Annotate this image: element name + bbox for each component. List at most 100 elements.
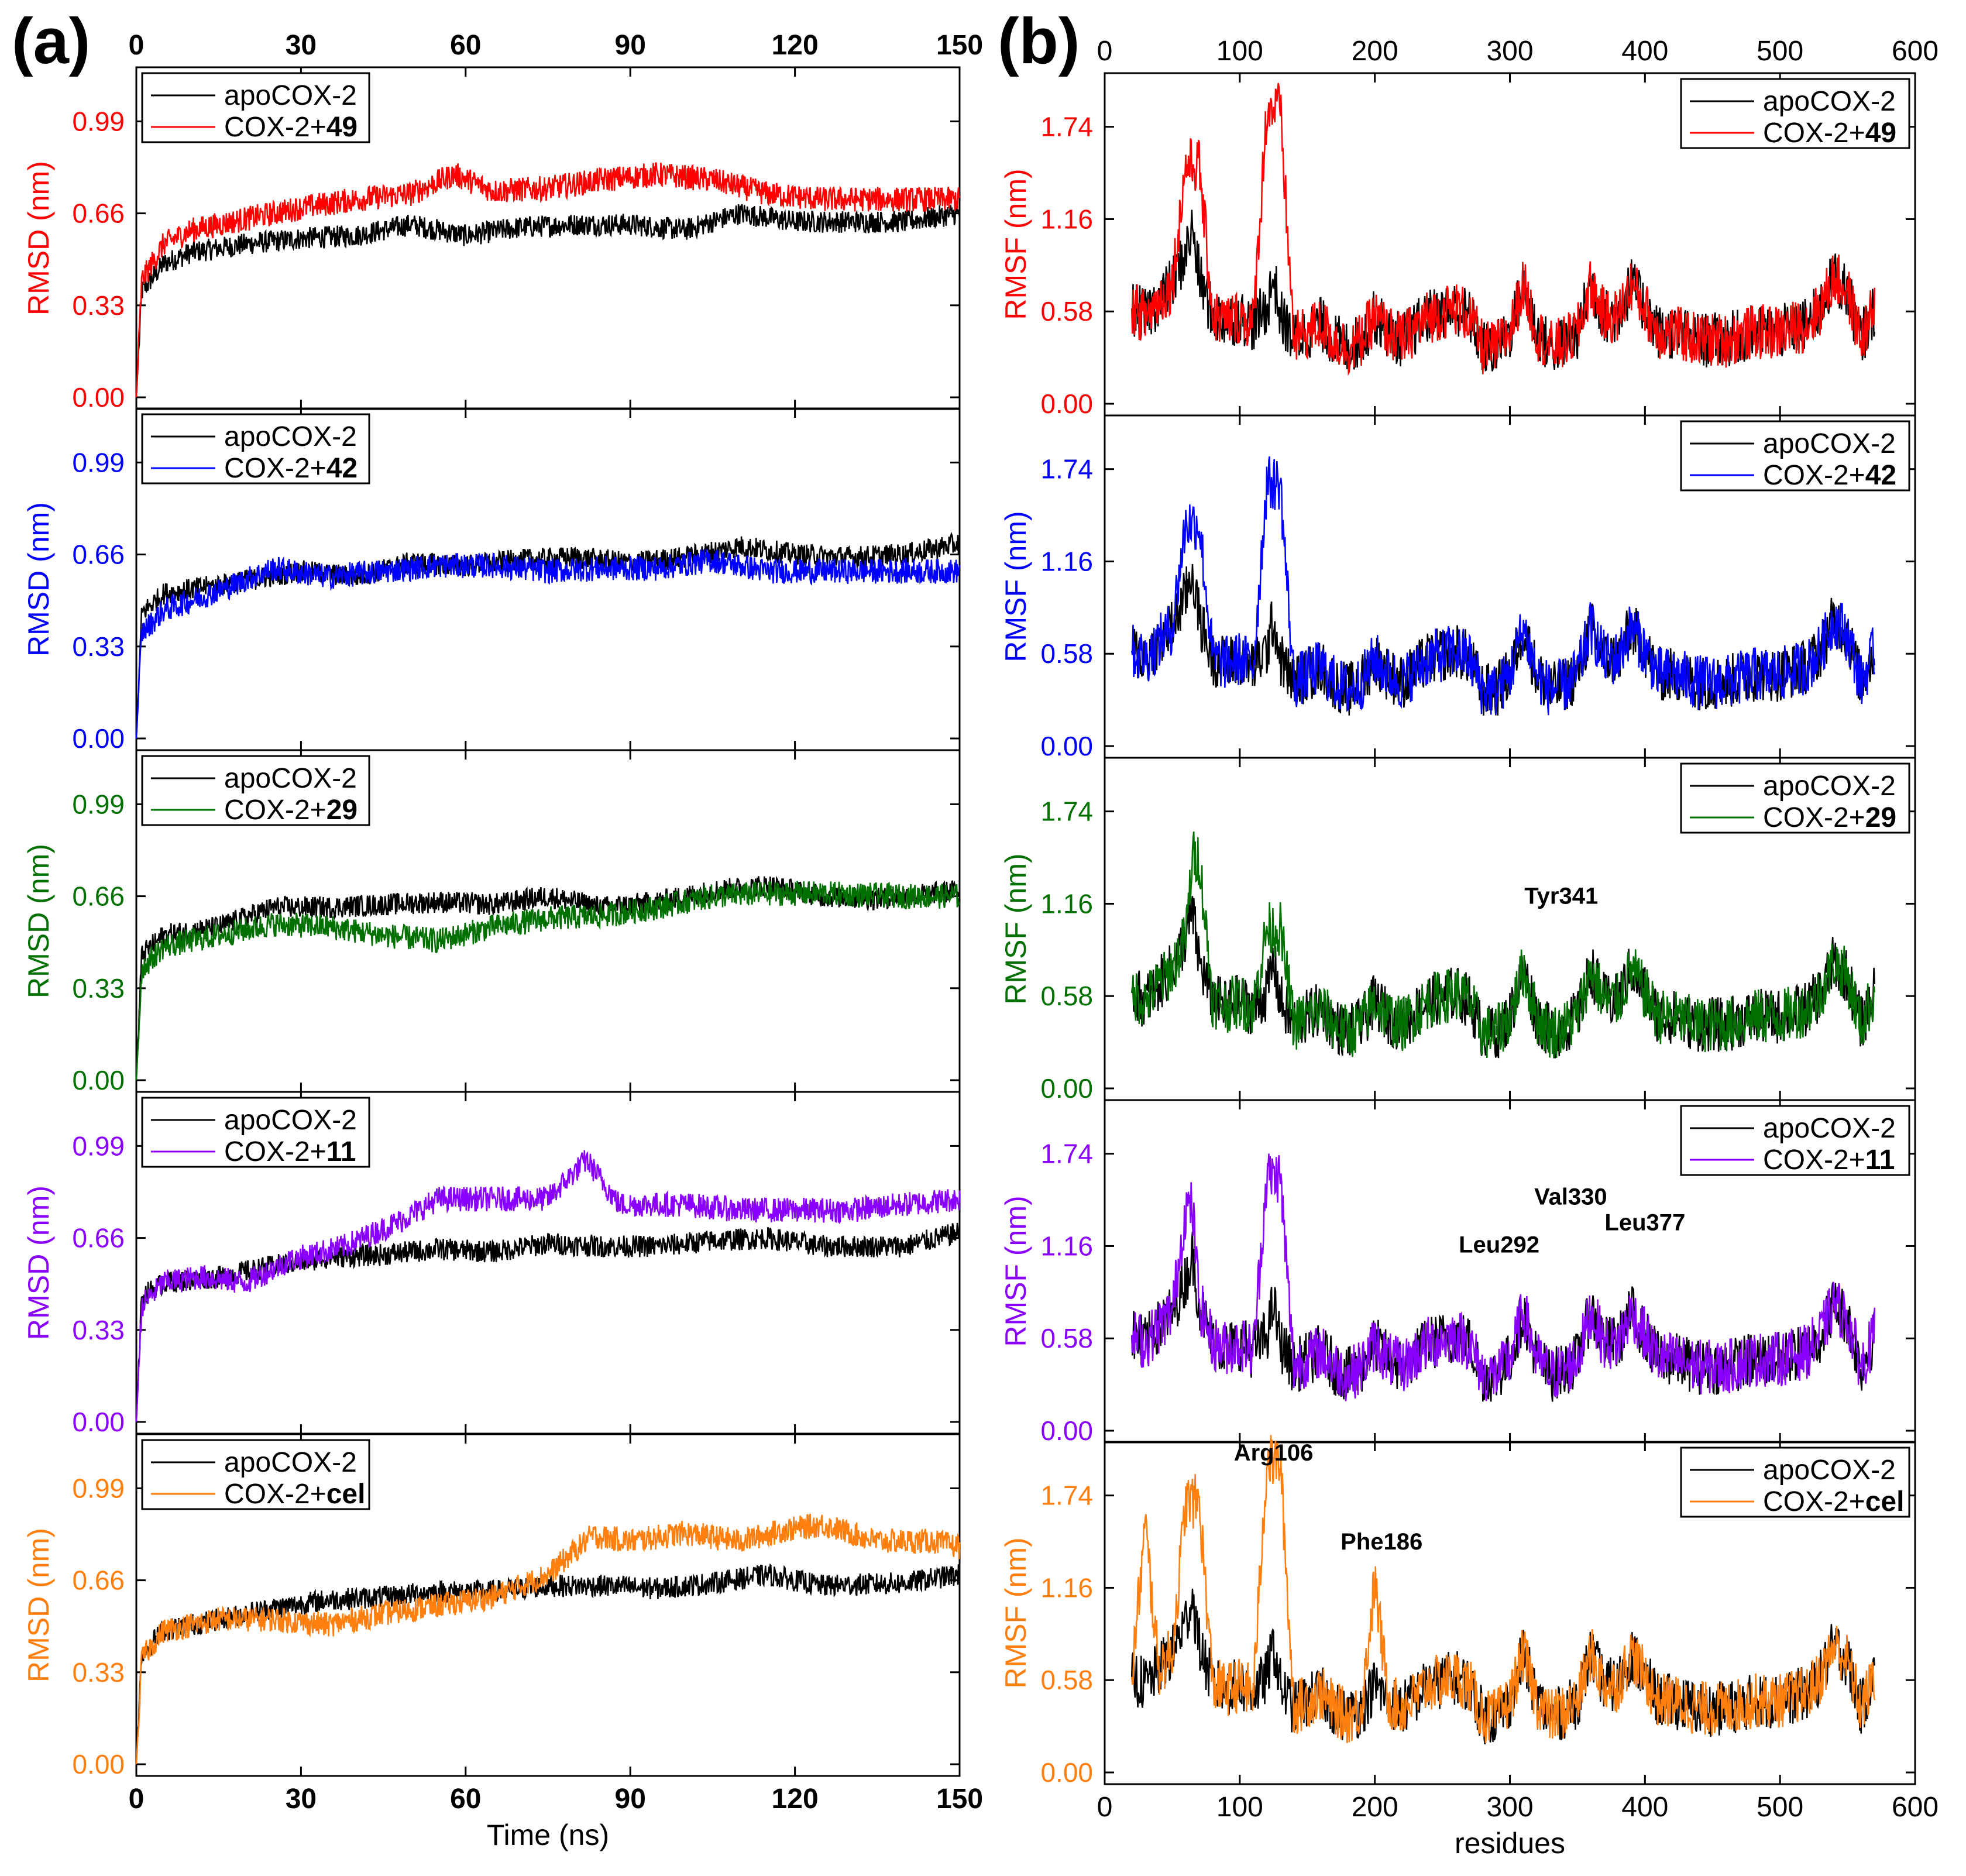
y-axis-label: RMSD (nm): [22, 1186, 55, 1340]
rmsf-subplot-42: 0.00 0.58 1.16 1.74 RMSF (nm) apoCOX-2COX-2+4…: [999, 414, 1916, 761]
rmsd-top-x-tick-label: 90: [615, 30, 646, 61]
rmsf-bottom-x-tick-label: 300: [1486, 1792, 1533, 1823]
rmsd-subplot-49: 0.00 0.33 0.66 0.99 RMSD (nm) apoCOX-2COX-2+4…: [22, 66, 961, 413]
legend-label-ligand: COX-2+11: [224, 1136, 356, 1167]
y-tick-label: 0.33: [72, 631, 125, 662]
y-tick-label: 1.16: [1040, 1231, 1093, 1261]
y-tick-label: 1.16: [1040, 546, 1093, 576]
legend-box: [141, 1097, 370, 1168]
y-tick-label: 0.00: [72, 1749, 125, 1779]
y-tick-label: 0.58: [1040, 981, 1093, 1011]
y-axis-label: RMSD (nm): [22, 1528, 55, 1682]
rmsf-top-x-tick-label: 400: [1621, 36, 1668, 67]
y-tick-label: 0.66: [72, 1223, 125, 1253]
y-tick-label: 1.74: [1040, 1139, 1093, 1169]
panel-a-label: (a): [12, 5, 90, 77]
y-axis-label: RMSF (nm): [999, 169, 1032, 319]
rmsd-subplot-29: 0.00 0.33 0.66 0.99 RMSD (nm) apoCOX-2COX-2+2…: [22, 749, 961, 1095]
series-ligand: [1130, 456, 1875, 716]
annotation-label: Tyr341: [1524, 883, 1598, 909]
y-tick-label: 0.66: [72, 1565, 125, 1596]
rmsd-bottom-x-tick-label: 0: [129, 1784, 145, 1815]
rmsf-subplot-49: 0.00 0.58 1.16 1.74 RMSF (nm) apoCOX-2COX-2+4…: [999, 72, 1916, 419]
series-ligand: [135, 1513, 961, 1765]
legend-label-apo: apoCOX-2: [1763, 1455, 1896, 1486]
rmsf-top-x-tick-label: 600: [1892, 36, 1938, 67]
series-ligand: [135, 548, 961, 739]
legend-ligand-id: 11: [1865, 1145, 1895, 1176]
y-tick-label: 0.66: [72, 540, 125, 570]
y-axis-label: RMSF (nm): [999, 511, 1032, 662]
legend-label-apo: apoCOX-2: [224, 1105, 357, 1136]
legend-label-apo: apoCOX-2: [224, 80, 357, 111]
legend-box: [1680, 1105, 1910, 1176]
rmsf-x-axis-label: residues: [1455, 1827, 1565, 1860]
legend-ligand-id: 42: [1865, 460, 1896, 491]
legend-prefix: COX-2+: [1763, 1486, 1865, 1517]
legend-label-ligand: COX-2+42: [224, 453, 358, 484]
y-tick-label: 0.00: [1040, 731, 1093, 761]
series-ligand: [1130, 1153, 1876, 1401]
y-axis-label: RMSD (nm): [22, 844, 55, 998]
legend-label-ligand: COX-2+cel: [224, 1479, 365, 1510]
legend-label-ligand: COX-2+29: [1763, 802, 1896, 833]
y-tick-label: 0.00: [72, 1407, 125, 1437]
series-apo: [135, 1563, 961, 1765]
legend-ligand-id: 11: [326, 1136, 356, 1167]
rmsf-subplot-29: 0.00 0.58 1.16 1.74 RMSF (nm) Tyr341 apoCOX-2C…: [999, 757, 1916, 1104]
y-tick-label: 0.00: [1040, 389, 1093, 419]
rmsd-bottom-x-tick-label: 60: [450, 1784, 481, 1815]
annotation-label: Leu292: [1459, 1232, 1539, 1257]
y-tick-label: 0.58: [1040, 1323, 1093, 1353]
legend-prefix: COX-2+: [224, 1136, 326, 1167]
y-tick-label: 1.74: [1040, 1480, 1093, 1511]
rmsd-subplot-11: 0.00 0.33 0.66 0.99 RMSD (nm) apoCOX-2COX-2+1…: [22, 1091, 961, 1437]
rmsd-bottom-x-tick-label: 120: [772, 1784, 819, 1815]
y-tick-label: 0.00: [72, 382, 125, 413]
rmsd-bottom-x-tick-label: 30: [286, 1784, 317, 1815]
annotation-label: Arg106: [1234, 1440, 1314, 1466]
rmsf-top-x-tick-label: 200: [1352, 36, 1398, 67]
legend-label-apo: apoCOX-2: [224, 1447, 357, 1478]
rmsf-bottom-x-tick-label: 400: [1621, 1792, 1668, 1823]
legend-label-apo: apoCOX-2: [1763, 86, 1896, 117]
y-tick-label: 0.00: [1040, 1757, 1093, 1788]
legend-ligand-id: 29: [1865, 802, 1896, 833]
y-tick-label: 0.66: [72, 881, 125, 912]
legend-label-apo: apoCOX-2: [224, 763, 357, 794]
legend-label-ligand: COX-2+49: [224, 112, 358, 143]
y-tick-label: 0.00: [72, 1065, 125, 1095]
legend-ligand-id: 42: [326, 453, 358, 484]
legend-box: [1680, 1446, 1910, 1518]
legend-label-ligand: COX-2+42: [1763, 460, 1896, 491]
rmsf-bottom-x-tick-label: 0: [1097, 1792, 1113, 1823]
y-tick-label: 1.16: [1040, 888, 1093, 919]
legend-prefix: COX-2+: [1763, 460, 1865, 491]
legend-prefix: COX-2+: [224, 112, 326, 143]
y-tick-label: 0.99: [72, 106, 125, 136]
legend-prefix: COX-2+: [224, 1479, 326, 1510]
y-axis-label: RMSD (nm): [22, 161, 55, 315]
rmsd-top-x-tick-label: 30: [286, 30, 317, 61]
legend-label-apo: apoCOX-2: [1763, 1113, 1896, 1144]
legend-label-ligand: COX-2+29: [224, 795, 358, 826]
y-tick-label: 0.58: [1040, 1665, 1093, 1695]
series-ligand: [135, 162, 961, 398]
legend-box: [141, 72, 370, 143]
y-tick-label: 0.00: [1040, 1415, 1093, 1446]
legend-label-apo: apoCOX-2: [1763, 428, 1896, 459]
series-apo: [135, 875, 960, 1081]
y-tick-label: 1.74: [1040, 796, 1093, 827]
y-tick-label: 0.99: [72, 789, 125, 819]
rmsd-bottom-x-tick-label: 90: [615, 1784, 646, 1815]
y-tick-label: 0.99: [72, 447, 125, 477]
legend-label-ligand: COX-2+49: [1763, 118, 1896, 149]
legend-box: [141, 1439, 370, 1510]
rmsf-subplot-11: 0.00 0.58 1.16 1.74 RMSF (nm) Val330 Leu292 Leu…: [999, 1099, 1916, 1446]
legend-prefix: COX-2+: [1763, 1145, 1865, 1176]
rmsf-top-x-tick-label: 300: [1486, 36, 1533, 67]
y-tick-label: 0.33: [72, 1657, 125, 1688]
legend-prefix: COX-2+: [224, 795, 326, 826]
panel-b-label: (b): [998, 5, 1080, 77]
